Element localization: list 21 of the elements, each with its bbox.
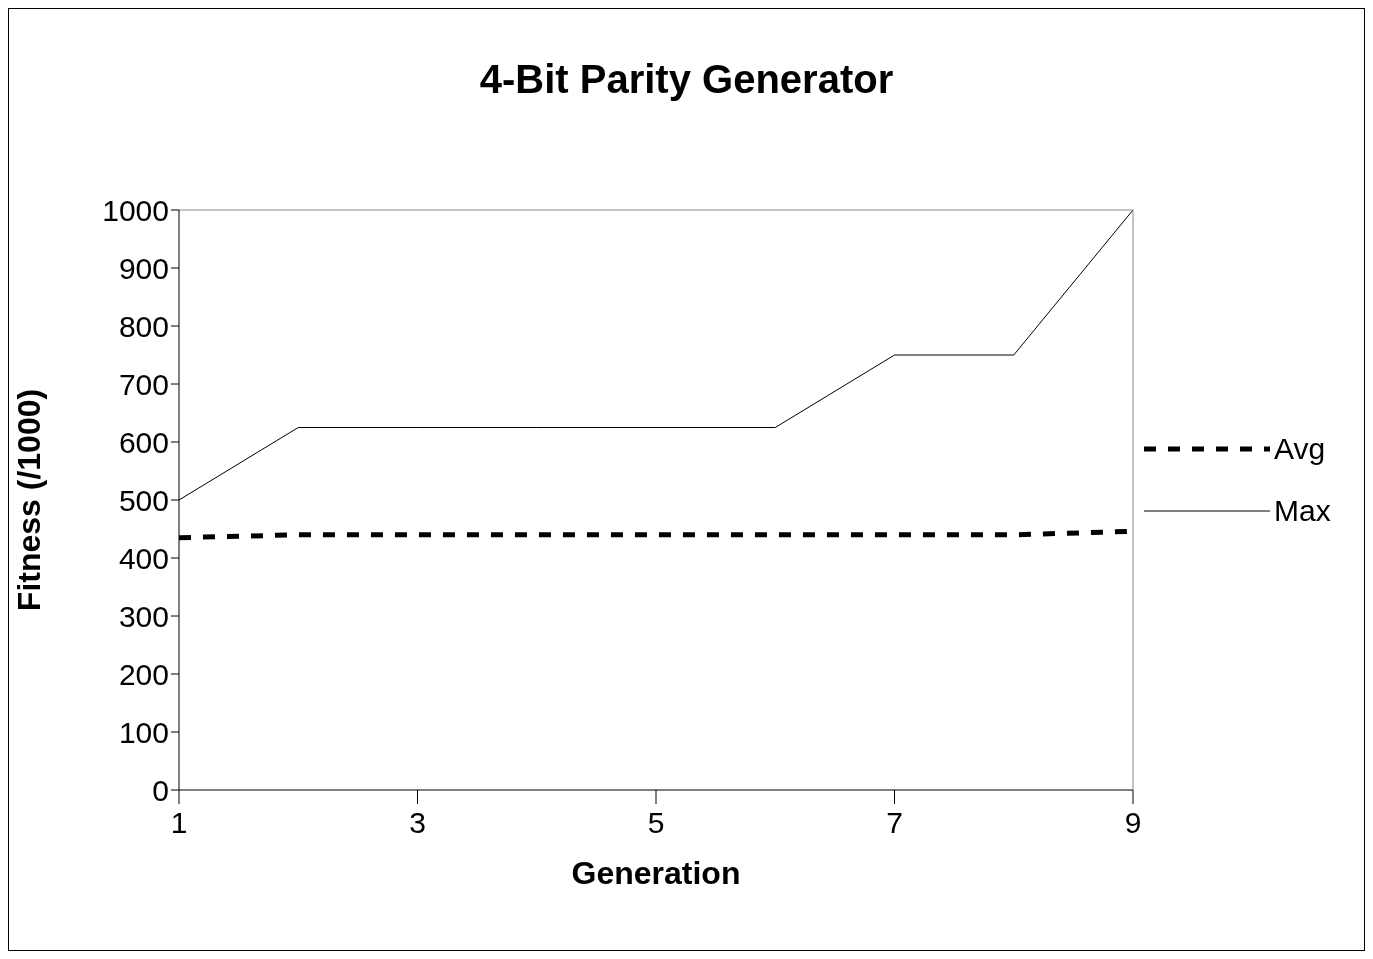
y-tick-label: 300: [118, 599, 169, 633]
y-tick-label: 100: [118, 715, 169, 749]
x-tick-label: 5: [647, 806, 665, 840]
x-tick-label: 1: [170, 806, 188, 840]
chart-title: 4-Bit Parity Generator: [478, 57, 895, 102]
y-tick-label: 600: [118, 425, 169, 459]
y-tick-label: 900: [118, 251, 169, 285]
y-tick-label: 400: [118, 541, 169, 575]
y-axis-title: Fitness (/1000): [11, 388, 48, 612]
x-tick-label: 7: [886, 806, 903, 840]
x-axis-title: Generation: [571, 855, 741, 891]
y-tick-label: 200: [118, 657, 169, 691]
y-tick-label: 1000: [102, 193, 169, 227]
legend-label: Max: [1274, 493, 1331, 528]
y-tick-label: 0: [152, 773, 169, 807]
y-tick-label: 800: [118, 309, 169, 343]
y-tick-label: 500: [118, 483, 169, 517]
y-tick-label: 700: [118, 367, 169, 401]
x-tick-label: 9: [1124, 806, 1142, 840]
x-tick-label: 3: [409, 806, 426, 840]
legend-label: Avg: [1274, 431, 1326, 466]
